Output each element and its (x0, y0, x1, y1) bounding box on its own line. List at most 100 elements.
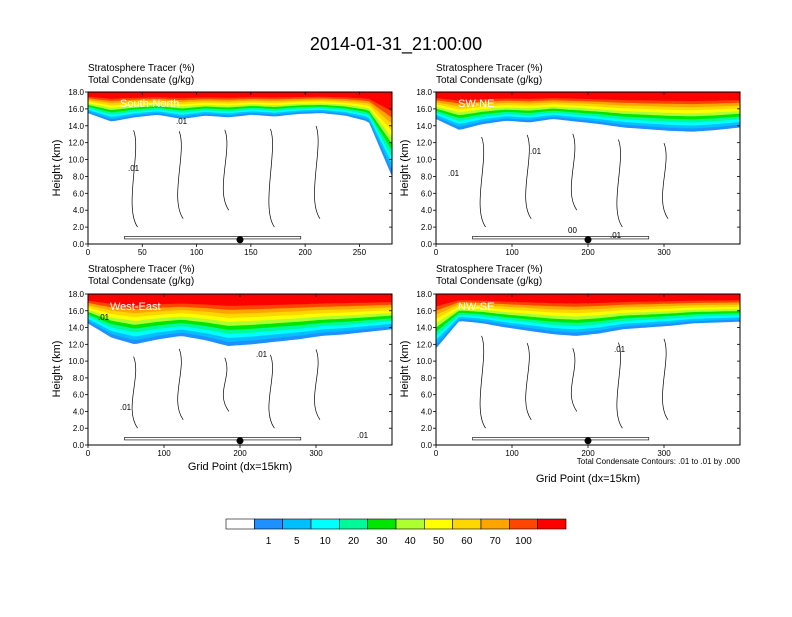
y-tick-label: 12.0 (416, 340, 432, 349)
x-tick-label: 300 (309, 449, 323, 458)
panel-nw-se: Stratosphere Tracer (%) Total Condensate… (399, 264, 741, 485)
y-tick-label: 12.0 (68, 139, 84, 148)
panel-title-condensate: Total Condensate (g/kg) (88, 276, 194, 287)
x-axis-label: Grid Point (dx=15km) (188, 461, 292, 473)
colorbar-swatch (424, 518, 453, 530)
plot-area: 0.0 2.0 4.0 6.0 8.0 10.0 12.0 14.0 16.0 18.0 0 100 2… (68, 290, 393, 458)
location-marker (584, 437, 592, 445)
contour-label: .01 (176, 117, 188, 126)
y-tick-label: 18.0 (416, 290, 432, 299)
y-tick-label: 2.0 (73, 223, 85, 232)
contour-label: .01 (448, 169, 460, 178)
panel-title-tracer: Stratosphere Tracer (%) (436, 264, 543, 275)
y-tick-label: 12.0 (68, 340, 84, 349)
colorbar-swatch (509, 518, 538, 530)
tracer-band (88, 92, 392, 144)
colorbar-label: 100 (515, 536, 532, 547)
condensate-contour (131, 356, 138, 429)
condensate-contour (616, 139, 623, 228)
x-tick-label: 200 (233, 449, 247, 458)
y-tick-label: 6.0 (73, 189, 85, 198)
panel-title-tracer: Stratosphere Tracer (%) (88, 63, 195, 74)
cross-section-label: West-East (110, 301, 161, 313)
contour-label: .01 (256, 350, 268, 359)
y-axis-label: Height (km) (51, 341, 63, 398)
tracer-band (88, 92, 392, 118)
condensate-contour (662, 142, 669, 219)
tracer-band (88, 92, 392, 125)
colorbar: 1 5 10 20 30 40 50 60 70 100 (225, 518, 567, 547)
contour-label: .01 (98, 313, 110, 322)
y-tick-label: 4.0 (421, 407, 433, 416)
condensate-contour (222, 357, 230, 412)
condensate-contour (570, 348, 578, 412)
x-tick-label: 100 (505, 248, 519, 257)
plot-area: 0.0 2.0 4.0 6.0 8.0 10.0 12.0 14.0 16.0 18.0 0 100 2… (416, 88, 741, 257)
x-tick-label: 0 (86, 449, 91, 458)
colorbar-swatch (537, 518, 567, 530)
colorbar-swatch (225, 518, 255, 530)
x-tick-label: 200 (581, 248, 595, 257)
cross-section-label: NW-SE (458, 301, 494, 313)
x-tick-label: 200 (298, 248, 312, 257)
plot-frame (87, 91, 393, 245)
y-tick-label: 16.0 (68, 307, 84, 316)
colorbar-label: 60 (461, 536, 473, 547)
colorbar-swatch (395, 518, 425, 530)
condensate-contour (525, 134, 532, 219)
y-tick-label: 4.0 (421, 206, 433, 215)
contour-label: .01 (610, 231, 622, 240)
x-tick-label: 250 (353, 248, 367, 257)
colorbar-swatch (480, 518, 510, 530)
x-tick-label: 200 (581, 449, 595, 458)
contour-footnote: Total Condensate Contours: .01 to .01 by… (577, 457, 741, 466)
y-tick-label: 10.0 (68, 357, 84, 366)
y-tick-label: 8.0 (73, 172, 85, 181)
panel-title-condensate: Total Condensate (g/kg) (436, 276, 542, 287)
x-tick-label: 150 (244, 248, 258, 257)
contour-label: .01 (128, 164, 140, 173)
contour-label: 00 (568, 226, 577, 235)
y-tick-label: 10.0 (68, 156, 84, 165)
y-axis-label: Height (km) (399, 341, 411, 398)
y-tick-label: 8.0 (421, 172, 433, 181)
y-tick-label: 14.0 (68, 122, 84, 131)
tracer-band (88, 92, 392, 112)
colorbar-label: 30 (376, 536, 388, 547)
y-tick-label: 8.0 (73, 374, 85, 383)
panel-title-tracer: Stratosphere Tracer (%) (436, 63, 543, 74)
y-tick-label: 0.0 (73, 240, 85, 249)
x-tick-label: 100 (157, 449, 171, 458)
x-tick-label: 300 (657, 449, 671, 458)
colorbar-label: 5 (294, 536, 300, 547)
colorbar-label: 10 (320, 536, 332, 547)
tracer-band (88, 92, 392, 131)
y-tick-label: 6.0 (73, 391, 85, 400)
cross-section-label: South-North (120, 98, 179, 110)
tracer-band (436, 294, 740, 307)
y-tick-label: 16.0 (68, 105, 84, 114)
condensate-contour (570, 133, 578, 211)
y-tick-label: 16.0 (416, 105, 432, 114)
y-tick-label: 14.0 (416, 324, 432, 333)
y-tick-label: 4.0 (73, 407, 85, 416)
panel-title-tracer: Stratosphere Tracer (%) (88, 264, 195, 275)
plot-background (88, 92, 392, 244)
panel-west-east: Stratosphere Tracer (%) Total Condensate… (51, 264, 393, 473)
y-tick-label: 18.0 (416, 88, 432, 97)
panel-title-condensate: Total Condensate (g/kg) (88, 75, 194, 86)
panel-title-condensate: Total Condensate (g/kg) (436, 75, 542, 86)
y-tick-label: 18.0 (68, 290, 84, 299)
x-tick-label: 300 (657, 248, 671, 257)
colorbar-swatch (254, 518, 283, 530)
colorbar-label: 50 (433, 536, 445, 547)
colorbar-label: 70 (490, 536, 502, 547)
y-tick-label: 0.0 (421, 441, 433, 450)
x-tick-label: 0 (434, 449, 439, 458)
y-tick-label: 2.0 (73, 424, 85, 433)
condensate-contour (314, 349, 321, 421)
y-tick-label: 10.0 (416, 357, 432, 366)
x-tick-label: 0 (434, 248, 439, 257)
y-tick-label: 12.0 (416, 139, 432, 148)
